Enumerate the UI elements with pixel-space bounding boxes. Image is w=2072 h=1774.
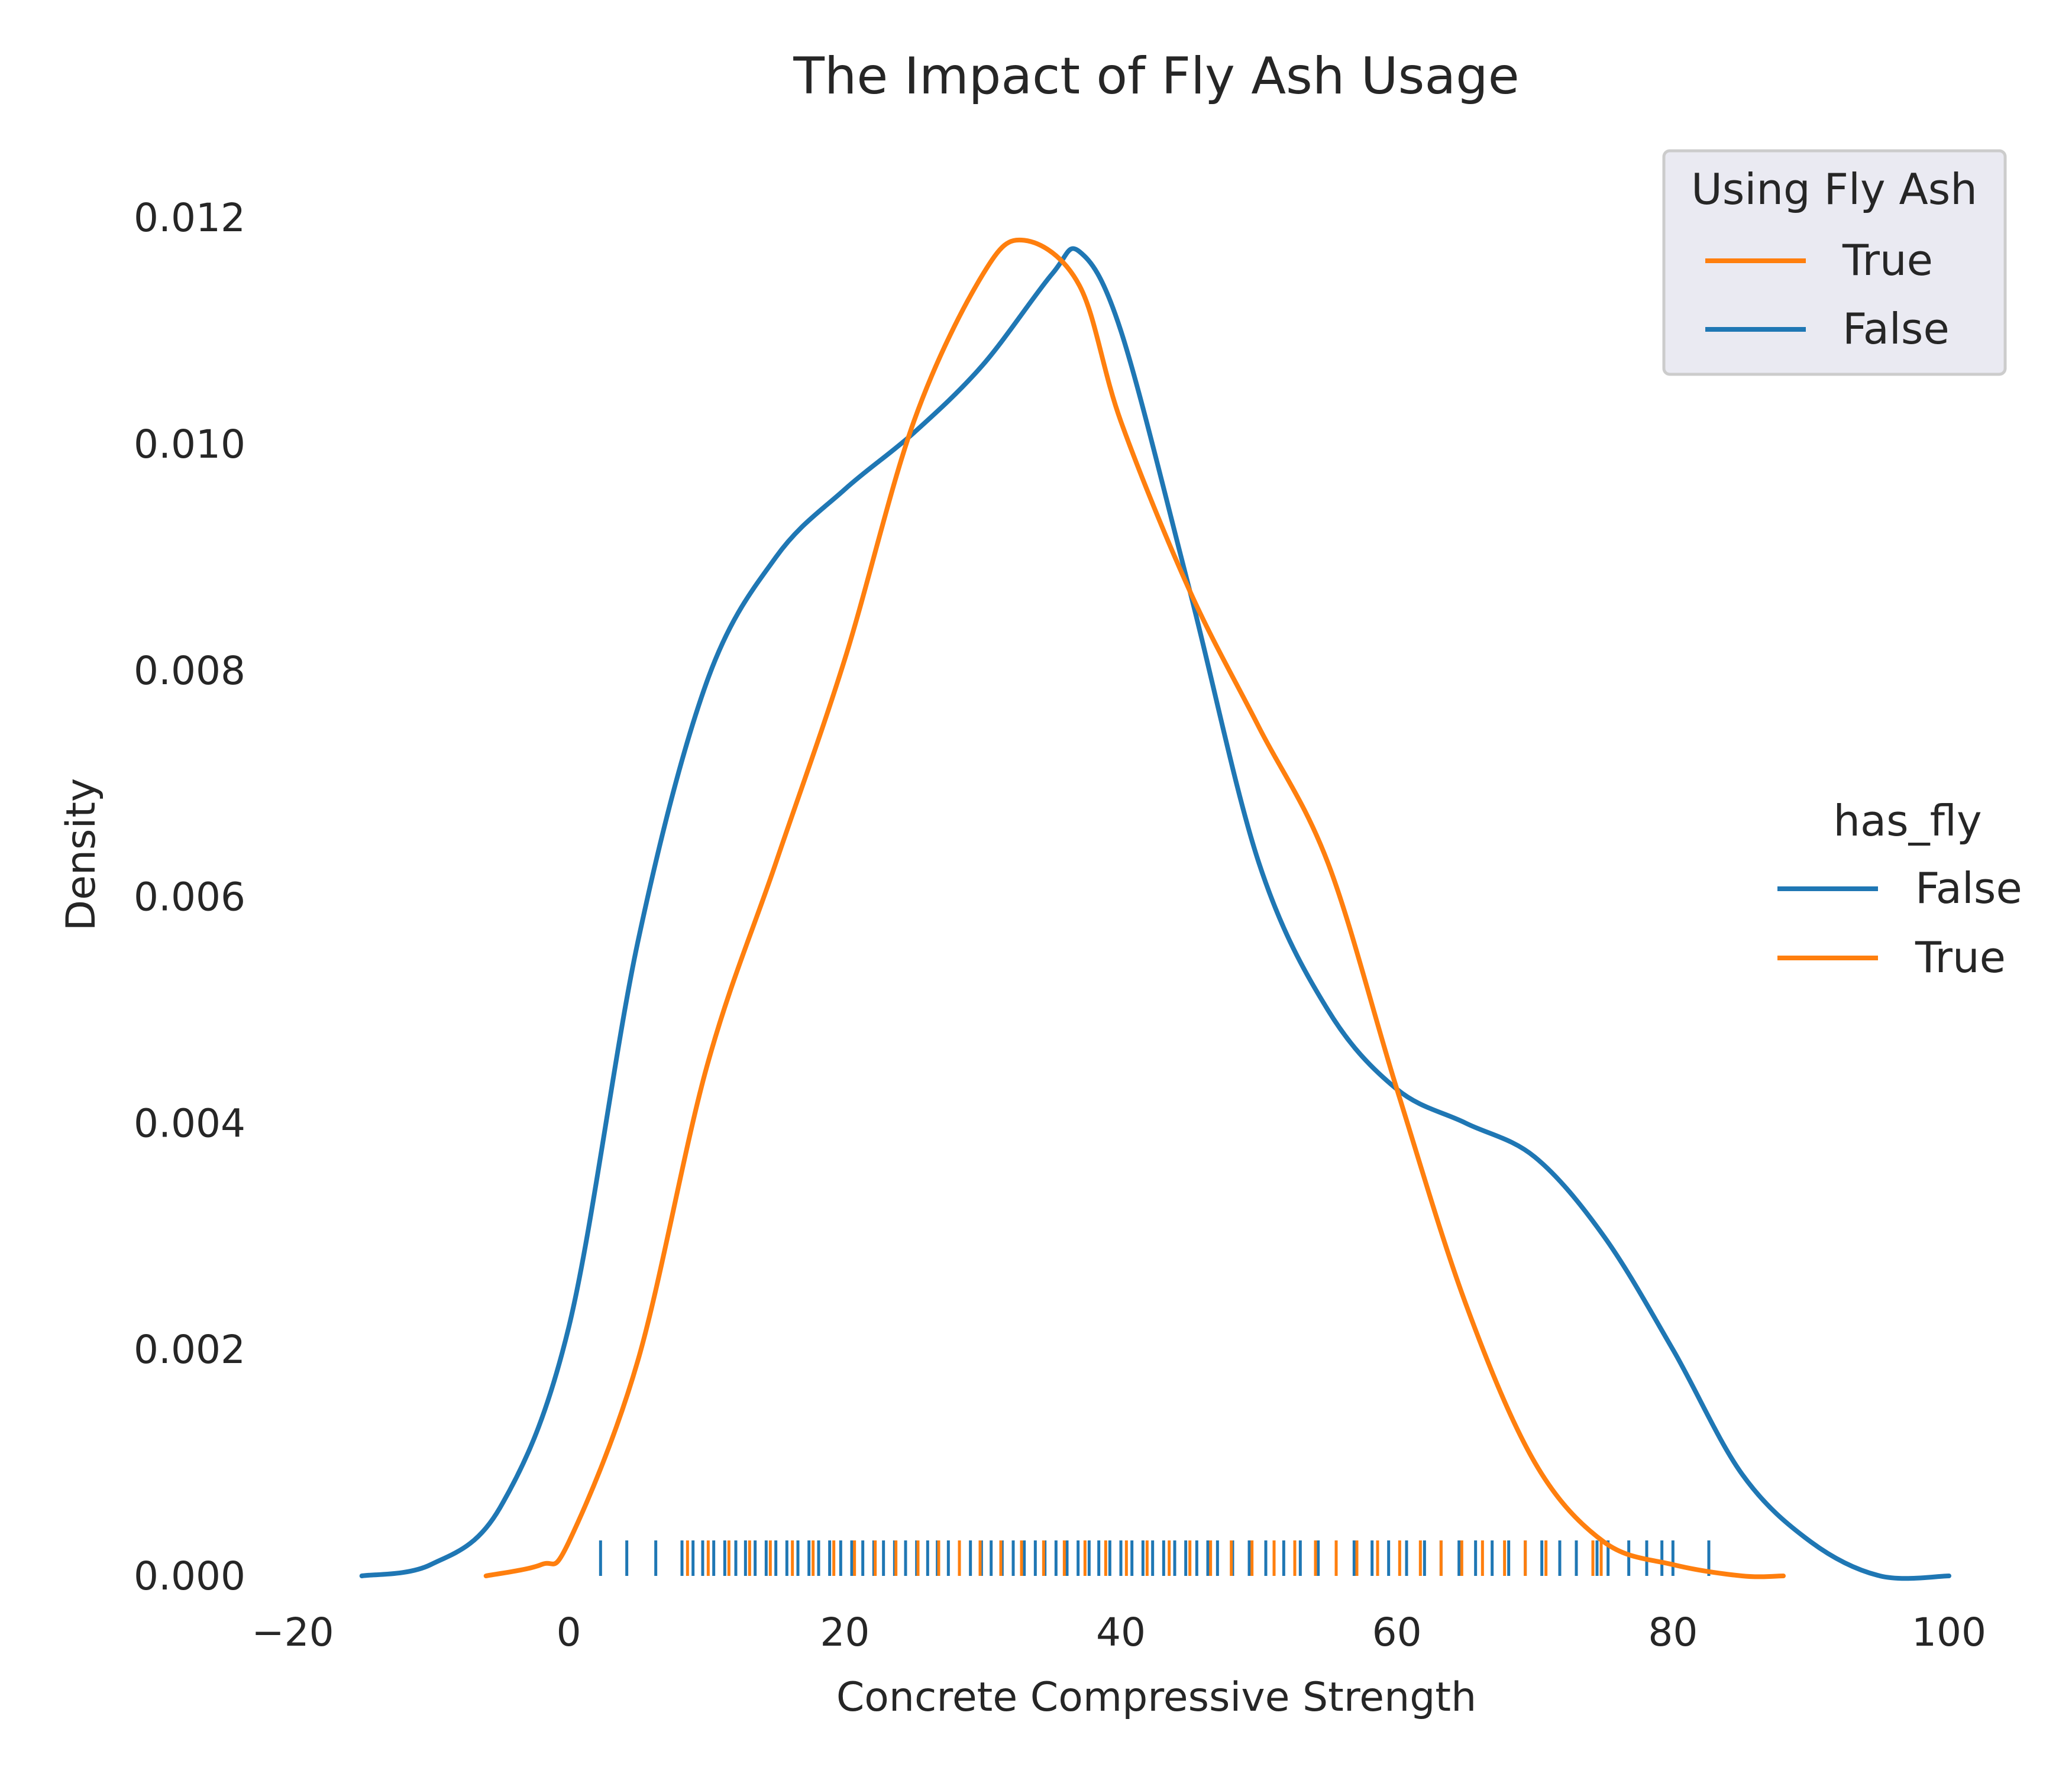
kde-line-false [359,246,1951,1581]
legend-using-fly-ash-title: Using Fly Ash [1691,164,1977,214]
legend-has-fly-label-1: False [1915,863,2022,913]
x-tick-label: 100 [1912,1610,1986,1655]
y-tick-label: 0.004 [134,1100,245,1146]
kde-lines [359,237,1951,1581]
x-tick-label: −20 [251,1610,334,1655]
y-tick-label: 0.006 [134,875,245,920]
kde-line-true [483,237,1786,1579]
y-tick-label: 0.012 [134,195,245,241]
y-tick-label: 0.010 [134,422,245,467]
y-tick-label: 0.008 [134,648,245,694]
y-axis-ticks: 0.000 0.002 0.004 0.006 0.008 0.010 0.012 [134,195,245,1599]
x-tick-label: 40 [1096,1610,1146,1655]
x-axis-title: Concrete Compressive Strength [836,1674,1476,1721]
x-tick-label: 80 [1648,1610,1698,1655]
legend-has-fly: has_fly False True [1777,796,2022,982]
legend-using-fly-ash: Using Fly Ash True False [1662,149,2007,376]
legend-using-fly-ash-frame [1662,149,2007,376]
chart-title: The Impact of Fly Ash Usage [793,47,1519,106]
y-axis-title: Density [58,778,105,931]
legend-using-fly-ash-label-2: False [1843,304,1950,354]
legend-has-fly-label-2: True [1915,933,2006,982]
x-axis-ticks: −20 0 20 40 60 80 100 [251,1610,1986,1655]
x-tick-label: 20 [820,1610,869,1655]
y-tick-label: 0.002 [134,1327,245,1372]
x-tick-label: 0 [557,1610,581,1655]
legend-using-fly-ash-label-1: True [1842,235,1933,285]
x-tick-label: 60 [1372,1610,1422,1655]
rug-plot [599,1540,1711,1576]
legend-has-fly-title: has_fly [1833,796,1982,846]
y-tick-label: 0.000 [134,1553,245,1599]
